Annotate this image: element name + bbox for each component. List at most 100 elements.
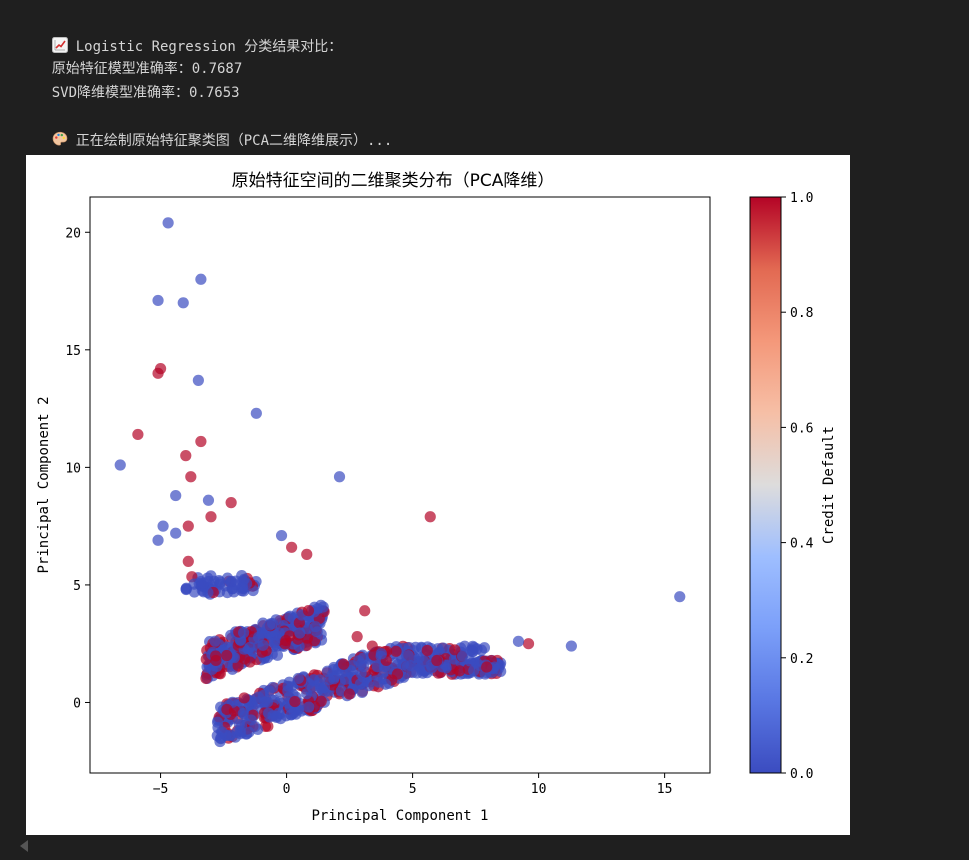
- x-axis-ticks: −5 0 5 10 15: [153, 773, 673, 797]
- data-point: [236, 582, 248, 594]
- data-point: [464, 655, 476, 667]
- data-point: [267, 710, 279, 722]
- data-point: [210, 650, 222, 662]
- output-line-plotting-status: 正在绘制原始特征聚类图（PCA二维降维展示）...: [18, 108, 392, 149]
- data-point: [170, 489, 182, 502]
- data-point: [211, 716, 224, 728]
- data-point: [467, 645, 479, 658]
- colorbar-label: Credit Default: [821, 426, 837, 544]
- colorbar-tick-label: 0.4: [790, 537, 814, 552]
- data-point: [177, 297, 189, 309]
- y-tick-label: 10: [65, 461, 81, 476]
- data-point: [373, 676, 385, 688]
- plot-frame: [89, 196, 711, 774]
- data-point: [271, 649, 284, 661]
- data-point: [424, 511, 436, 523]
- data-point: [431, 654, 443, 667]
- data-point: [468, 665, 480, 677]
- data-point: [230, 575, 242, 587]
- colorbar-tick-label: 0.8: [790, 306, 813, 321]
- x-tick-label: −5: [153, 782, 169, 797]
- data-point: [323, 673, 336, 686]
- x-axis-label: Principal Component 1: [311, 808, 488, 824]
- data-point: [359, 605, 371, 617]
- data-point: [294, 627, 306, 639]
- data-point: [214, 576, 226, 588]
- data-point: [421, 644, 433, 657]
- data-point: [237, 707, 249, 720]
- data-point: [132, 428, 144, 441]
- data-point: [114, 459, 126, 471]
- data-point: [478, 642, 491, 654]
- data-point: [243, 726, 255, 738]
- data-point: [205, 511, 217, 523]
- data-point: [301, 548, 313, 560]
- chart-title: 原始特征空间的二维聚类分布（PCA降维）: [232, 171, 555, 191]
- data-point: [170, 527, 182, 539]
- data-point: [292, 672, 304, 685]
- data-point: [301, 688, 313, 700]
- data-point: [182, 555, 194, 568]
- data-point: [266, 617, 279, 630]
- data-point: [221, 703, 233, 716]
- data-point: [237, 627, 250, 639]
- data-point: [375, 648, 387, 660]
- data-point: [312, 603, 324, 615]
- data-point: [565, 640, 577, 652]
- data-point: [267, 681, 279, 694]
- data-point: [459, 640, 471, 652]
- data-point: [437, 642, 449, 654]
- data-point: [512, 635, 525, 647]
- y-tick-label: 5: [73, 579, 81, 594]
- data-point: [245, 714, 257, 726]
- data-point: [197, 577, 209, 589]
- data-point: [262, 720, 274, 732]
- y-axis-label: Principal Component 2: [36, 396, 52, 573]
- scroll-left-arrow[interactable]: [20, 840, 28, 852]
- data-point: [286, 681, 298, 693]
- data-point: [152, 367, 164, 379]
- colorbar-tick-label: 1.0: [790, 191, 813, 206]
- data-point: [157, 520, 169, 532]
- x-tick-label: 10: [531, 782, 547, 797]
- data-point: [302, 605, 315, 617]
- data-point: [209, 635, 221, 647]
- data-point: [357, 652, 369, 664]
- data-point: [192, 374, 204, 386]
- output-line-original-accuracy: 原始特征模型准确率：0.7687: [18, 36, 243, 77]
- colorbar-tick-label: 0.2: [790, 652, 813, 667]
- data-point: [481, 661, 493, 673]
- data-point: [202, 494, 215, 506]
- data-point: [522, 638, 535, 650]
- chart-increasing-icon: [51, 37, 68, 53]
- output-line-results-header: Logistic Regression 分类结果对比：: [18, 14, 342, 55]
- pca-scatter-figure: 原始特征空间的二维聚类分布（PCA降维） −5 0 5 10 15 0 5 10 15 20 P…: [26, 155, 850, 835]
- data-point: [238, 692, 250, 704]
- data-point: [268, 637, 281, 649]
- plotting-status-text: 正在绘制原始特征聚类图（PCA二维降维展示）...: [75, 133, 393, 149]
- data-point: [200, 672, 212, 685]
- scatter-points: [114, 217, 686, 748]
- data-point: [257, 639, 269, 651]
- x-tick-label: 5: [409, 782, 417, 797]
- data-point: [220, 729, 232, 741]
- data-point: [338, 658, 350, 670]
- original-accuracy-text: 原始特征模型准确率：0.7687: [51, 61, 243, 77]
- pca-scatter-chart: 原始特征空间的二维聚类分布（PCA降维） −5 0 5 10 15 0 5 10 15 20 P…: [36, 171, 837, 824]
- output-line-svd-accuracy: SVD降维模型准确率：0.7653: [18, 60, 240, 101]
- data-point: [205, 570, 217, 582]
- data-point: [366, 640, 378, 652]
- data-point: [221, 649, 233, 662]
- colorbar-tick-label: 0.0: [790, 767, 813, 782]
- artist-palette-icon: [52, 131, 68, 146]
- x-tick-label: 15: [657, 782, 673, 797]
- data-point: [225, 497, 237, 509]
- data-point: [182, 520, 194, 532]
- data-point: [244, 656, 256, 668]
- data-point: [195, 273, 207, 285]
- data-point: [351, 631, 363, 643]
- data-point: [303, 701, 315, 713]
- data-point: [321, 665, 334, 677]
- data-point: [236, 719, 248, 732]
